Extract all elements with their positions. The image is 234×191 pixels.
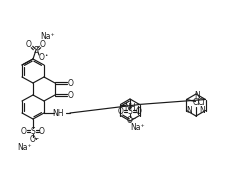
Text: Cl: Cl: [198, 98, 205, 107]
Text: O: O: [40, 40, 46, 49]
Text: N: N: [200, 106, 205, 115]
Text: Cl: Cl: [192, 97, 200, 107]
Text: Na⁺: Na⁺: [41, 32, 55, 40]
Text: O: O: [26, 40, 32, 49]
Text: O: O: [118, 107, 124, 116]
Text: •: •: [44, 53, 48, 57]
Text: O: O: [39, 126, 45, 135]
Text: NH: NH: [125, 103, 136, 112]
Text: S: S: [128, 107, 132, 116]
Text: −: −: [130, 116, 136, 121]
Text: S: S: [31, 126, 35, 135]
Text: Na⁺: Na⁺: [131, 124, 145, 133]
Text: O: O: [127, 116, 133, 125]
Text: O: O: [21, 126, 27, 135]
Text: O: O: [136, 107, 142, 116]
Text: N: N: [194, 91, 200, 100]
Text: •: •: [35, 138, 37, 142]
Text: N: N: [186, 106, 192, 115]
Text: NH: NH: [52, 108, 64, 117]
Text: Na⁺: Na⁺: [18, 143, 32, 152]
Text: O: O: [30, 135, 36, 145]
Text: S: S: [34, 45, 38, 54]
Text: O: O: [68, 79, 74, 87]
Text: −: −: [33, 135, 39, 141]
Text: O: O: [68, 91, 74, 100]
Text: O: O: [39, 53, 45, 62]
